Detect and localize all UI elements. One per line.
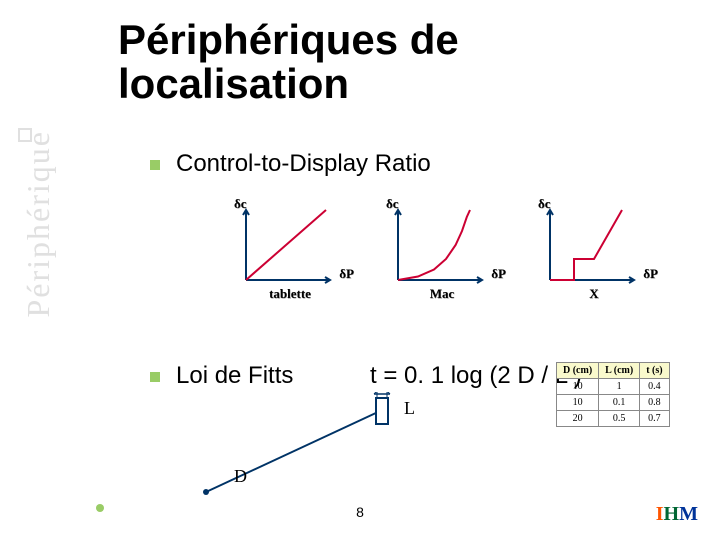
- sidebar-vertical-label: Périphérique: [20, 130, 57, 318]
- logo-I: I: [656, 503, 664, 525]
- table-cell: 0.8: [640, 395, 669, 411]
- label-D: D: [234, 466, 247, 486]
- chart-Mac: δcδPMac: [382, 202, 502, 302]
- bullet-fitts: Loi de Fitts: [150, 362, 293, 390]
- table-cell: 0.1: [599, 395, 640, 411]
- slide-title: Périphériques de localisation: [118, 18, 459, 106]
- logo-H: H: [664, 503, 680, 525]
- fitts-table: D (cm)L (cm)t (s)1010.4100.10.8200.50.7: [556, 362, 670, 427]
- logo-M: M: [679, 503, 698, 525]
- bullet1-text: Control-to-Display Ratio: [176, 150, 431, 177]
- table-cell: 10: [557, 395, 599, 411]
- table-cell: 10: [557, 379, 599, 395]
- table-row: 100.10.8: [557, 395, 670, 411]
- title-line-1: Périphériques de: [118, 16, 459, 63]
- table-cell: 0.4: [640, 379, 669, 395]
- bullet-control-display: Control-to-Display Ratio: [150, 150, 431, 178]
- chart-tablette: δcδPtablette: [230, 202, 350, 302]
- table-cell: 20: [557, 411, 599, 427]
- table-header: L (cm): [599, 363, 640, 379]
- title-line-2: localisation: [118, 60, 349, 107]
- target-rect: [376, 398, 388, 424]
- chart-name: Mac: [382, 286, 502, 302]
- start-dot-icon: [203, 489, 209, 495]
- chart-xlabel: δP: [643, 266, 658, 282]
- chart-name: X: [534, 286, 654, 302]
- bullet2-text: Loi de Fitts: [176, 362, 293, 389]
- table-cell: 0.5: [599, 411, 640, 427]
- ihm-logo: IHM: [656, 503, 698, 526]
- table-row: 200.50.7: [557, 411, 670, 427]
- fitts-equation: t = 0. 1 log (2 D / L ): [370, 362, 582, 390]
- chart-X: δcδPX: [534, 202, 654, 302]
- chart-xlabel: δP: [491, 266, 506, 282]
- table-cell: 0.7: [640, 411, 669, 427]
- table-header: D (cm): [557, 363, 599, 379]
- corner-dot-icon: [96, 504, 104, 512]
- chart-name: tablette: [230, 286, 350, 302]
- label-L: L: [404, 398, 415, 418]
- page-number: 8: [0, 504, 720, 520]
- table-row: 1010.4: [557, 379, 670, 395]
- bullet-icon: [150, 160, 160, 170]
- chart-xlabel: δP: [339, 266, 354, 282]
- table-cell: 1: [599, 379, 640, 395]
- fitts-diagram: L D: [198, 392, 418, 502]
- table-header: t (s): [640, 363, 669, 379]
- chart-ylabel: δc: [538, 196, 551, 212]
- bullet-icon: [150, 372, 160, 382]
- chart-ylabel: δc: [234, 196, 247, 212]
- cd-ratio-charts: δcδPtablette δcδPMac δcδPX: [230, 202, 654, 302]
- d-line: [206, 412, 378, 492]
- chart-ylabel: δc: [386, 196, 399, 212]
